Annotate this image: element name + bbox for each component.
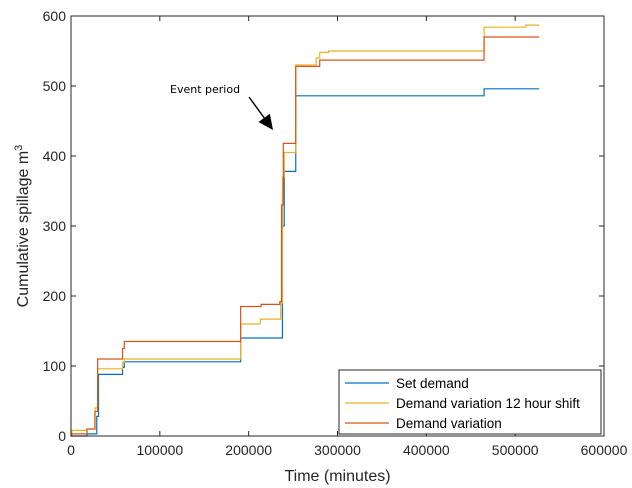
legend: Set demand Demand variation 12 hour shift… xyxy=(338,369,602,435)
series-layer xyxy=(71,24,540,437)
y-axis-title: Cumulative spillage m3 xyxy=(13,145,32,308)
x-tick-label: 200000 xyxy=(225,442,272,458)
series-line-3 xyxy=(71,36,540,437)
legend-label-3: Demand variation xyxy=(396,416,502,431)
y-tick-label: 300 xyxy=(43,218,67,234)
y-tick-label: 600 xyxy=(43,8,67,24)
x-tick-label: 0 xyxy=(67,442,75,458)
y-tick-label: 200 xyxy=(43,288,67,304)
legend-label-1: Set demand xyxy=(396,376,469,391)
annotation-layer: Event period xyxy=(170,83,273,130)
y-tick-label: 400 xyxy=(43,148,67,164)
y-axis-title-superscript: 3 xyxy=(13,145,25,151)
x-tick-label: 400000 xyxy=(403,442,450,458)
x-axis-title: Time (minutes) xyxy=(284,468,390,485)
annotation-arrow-shaft xyxy=(248,96,265,119)
y-axis-title-main: Cumulative spillage m xyxy=(15,151,32,308)
legend-label-2: Demand variation 12 hour shift xyxy=(396,396,580,411)
y-tick-label: 100 xyxy=(43,358,67,374)
plot-area xyxy=(71,16,604,436)
x-tick-label: 100000 xyxy=(136,442,183,458)
x-tick-label: 600000 xyxy=(581,442,628,458)
legend-items: Set demand Demand variation 12 hour shift… xyxy=(345,376,580,431)
ticks-layer: 0 100000 200000 300000 400000 500000 600000 0 10… xyxy=(43,8,628,458)
x-tick-label: 500000 xyxy=(492,442,539,458)
y-tick-label: 500 xyxy=(43,78,67,94)
annotation-arrow-head xyxy=(258,113,273,130)
annotation-event-period: Event period xyxy=(170,83,240,96)
x-tick-label: 300000 xyxy=(314,442,361,458)
y-tick-label: 0 xyxy=(58,428,66,444)
